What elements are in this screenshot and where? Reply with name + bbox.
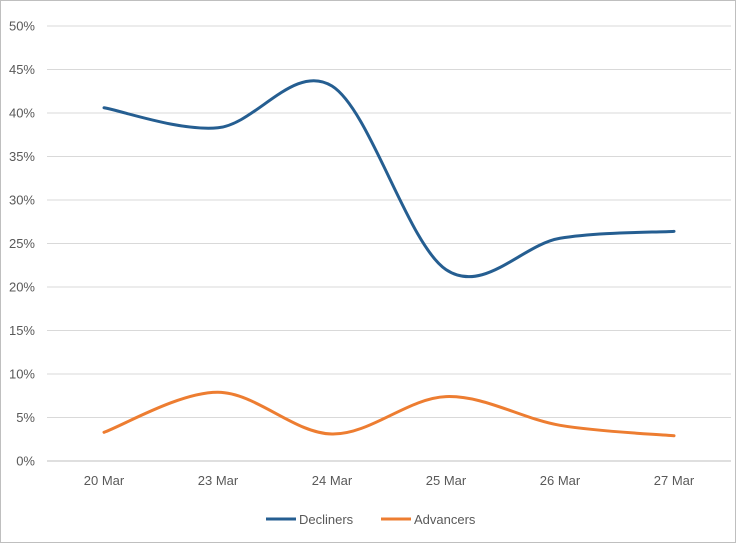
x-tick-label: 23 Mar (198, 473, 239, 488)
y-tick-label: 35% (9, 149, 35, 164)
y-tick-label: 0% (16, 454, 35, 469)
x-tick-label: 25 Mar (426, 473, 467, 488)
y-tick-label: 45% (9, 62, 35, 77)
y-tick-label: 50% (9, 19, 35, 34)
x-tick-label: 24 Mar (312, 473, 353, 488)
x-tick-label: 27 Mar (654, 473, 695, 488)
series-line-decliners (102, 79, 676, 279)
y-tick-label: 5% (16, 410, 35, 425)
y-tick-label: 25% (9, 236, 35, 251)
y-tick-label: 10% (9, 367, 35, 382)
x-tick-label: 20 Mar (84, 473, 125, 488)
x-tick-label: 26 Mar (540, 473, 581, 488)
y-tick-label: 20% (9, 280, 35, 295)
legend-label: Decliners (299, 512, 354, 527)
series-line-advancers (102, 390, 676, 438)
y-tick-label: 15% (9, 323, 35, 338)
legend-label: Advancers (414, 512, 476, 527)
y-tick-label: 40% (9, 106, 35, 121)
y-tick-label: 30% (9, 193, 35, 208)
